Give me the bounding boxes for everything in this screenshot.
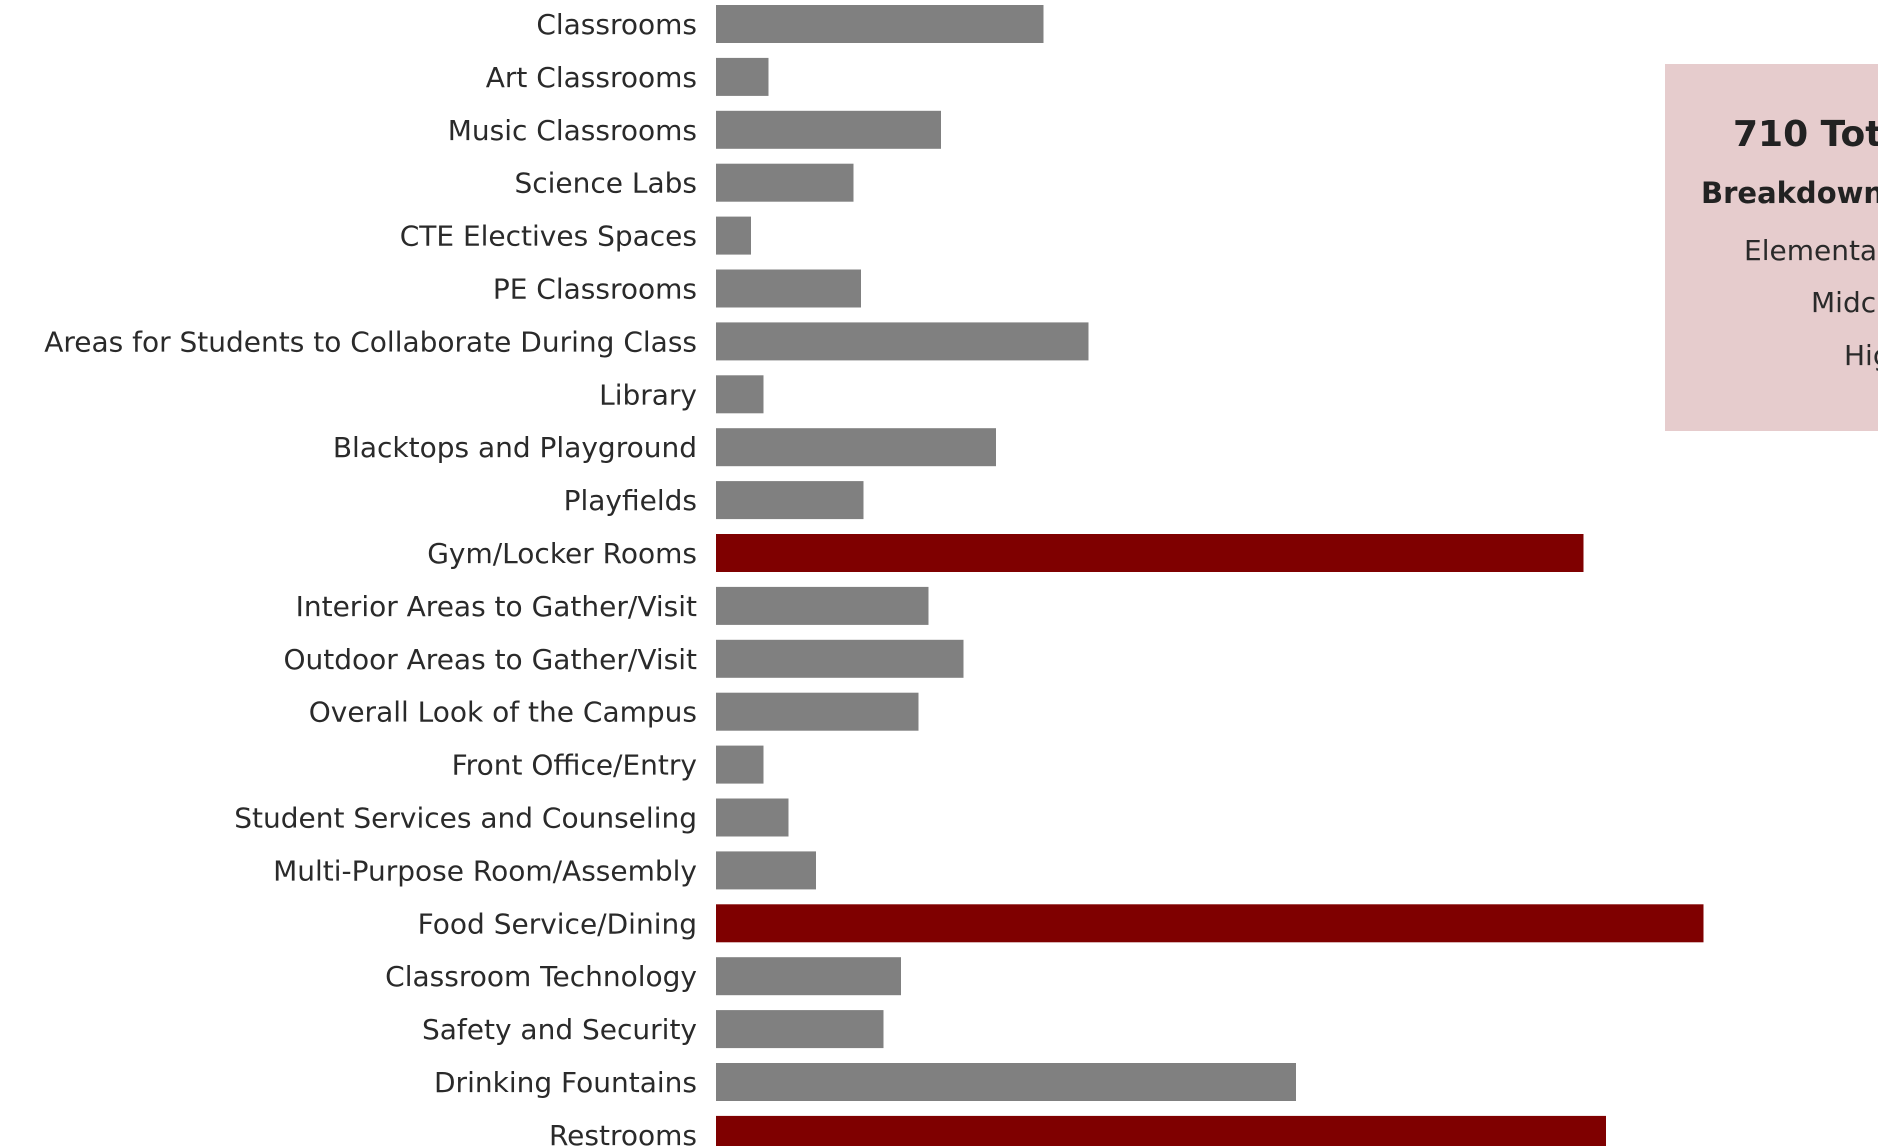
bar: [716, 217, 751, 255]
category-label: Art Classrooms: [486, 61, 697, 94]
category-label: Multi-Purpose Room/Assembly: [273, 854, 697, 887]
bar: [716, 5, 1044, 43]
bar: [716, 693, 919, 731]
summary-total: 710 Tota: [1733, 114, 1878, 155]
category-label: CTE Electives Spaces: [400, 220, 697, 253]
category-label: Overall Look of the Campus: [309, 696, 697, 729]
category-label: Drinking Fountains: [434, 1066, 697, 1099]
bar: [716, 640, 964, 678]
bar: [716, 375, 764, 413]
category-label: Classroom Technology: [385, 960, 697, 993]
bar: [716, 904, 1704, 942]
category-label: Classrooms: [536, 8, 697, 41]
category-label: Blacktops and Playground: [333, 431, 697, 464]
bar: [716, 799, 789, 837]
summary-breakdown-heading: Breakdown: [1701, 176, 1878, 210]
bar: [716, 481, 864, 519]
summary-box: 710 Tota Breakdown Elementa Midc Hig: [1665, 64, 1878, 431]
category-label: Safety and Security: [422, 1013, 697, 1046]
bar: [716, 164, 854, 202]
bar: [716, 111, 941, 149]
category-label: Areas for Students to Collaborate During…: [44, 325, 697, 358]
summary-row-elementary: Elementa: [1744, 234, 1877, 267]
category-label: Interior Areas to Gather/Visit: [296, 590, 697, 623]
bar: [716, 270, 861, 308]
category-label: Playfields: [564, 484, 697, 517]
bar: [716, 587, 929, 625]
summary-row-high: Hig: [1844, 339, 1878, 372]
bar: [716, 1063, 1296, 1101]
bar: [716, 746, 764, 784]
category-label: Student Services and Counseling: [234, 802, 697, 835]
bar: [716, 1010, 884, 1048]
summary-row-middle: Midc: [1811, 286, 1876, 319]
bar: [716, 58, 769, 96]
bar: [716, 534, 1584, 572]
bar: [716, 322, 1089, 360]
bar: [716, 1116, 1606, 1146]
bar: [716, 851, 816, 889]
category-label: Library: [599, 378, 697, 411]
category-label: Outdoor Areas to Gather/Visit: [283, 643, 697, 676]
category-label: Restrooms: [549, 1119, 697, 1146]
bar: [716, 957, 901, 995]
bar: [716, 428, 996, 466]
category-label: PE Classrooms: [493, 273, 697, 306]
category-label: Music Classrooms: [448, 114, 697, 147]
category-label: Front Office/Entry: [452, 749, 697, 782]
category-label: Food Service/Dining: [418, 907, 697, 940]
category-label: Science Labs: [514, 167, 697, 200]
category-label: Gym/Locker Rooms: [427, 537, 697, 570]
